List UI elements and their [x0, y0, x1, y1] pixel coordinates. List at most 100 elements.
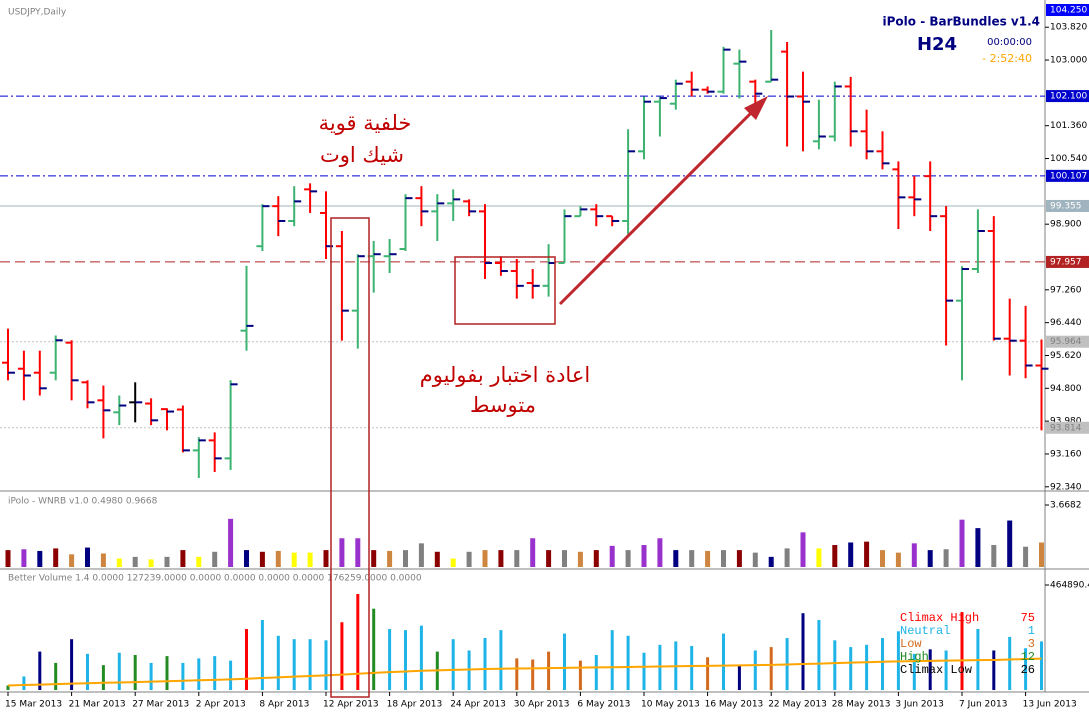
level-label-box [1046, 4, 1089, 17]
bar [323, 550, 329, 567]
bar [959, 519, 965, 567]
bar [657, 538, 663, 567]
bar [547, 651, 551, 690]
bar [736, 550, 742, 567]
bar [1008, 636, 1012, 690]
arrow-head [744, 96, 768, 120]
bar [181, 662, 185, 690]
bar [117, 652, 121, 690]
bar [164, 556, 170, 567]
bar [992, 650, 996, 690]
bar [291, 552, 297, 567]
bar [546, 550, 552, 567]
y-tick-label: 464890.4 [1050, 581, 1089, 591]
bar [22, 676, 26, 690]
bar [132, 556, 138, 567]
bar [212, 551, 218, 567]
y-tick-label: 96.440 [1050, 318, 1082, 328]
level-label: 97.957 [1050, 257, 1082, 267]
bar [563, 633, 566, 690]
bar [577, 551, 583, 567]
level-label-box [1046, 421, 1089, 434]
x-tick-label: 3 Jun 2013 [895, 700, 943, 710]
legend-label: Low [900, 637, 922, 651]
level-label-box [1046, 335, 1089, 348]
marks: 92.340 93.160 93.980 94.800 95.620 96.440 97.2… [0, 4, 1089, 710]
bar [801, 613, 805, 690]
bar [451, 639, 455, 690]
arrow [558, 110, 754, 306]
bar [340, 622, 344, 690]
bar [100, 553, 106, 567]
bar [276, 635, 280, 690]
bar [355, 538, 361, 567]
x-tick-label: 10 May 2013 [641, 700, 700, 710]
annotation: متوسط [470, 393, 536, 417]
bar [1024, 648, 1028, 690]
bar [530, 538, 536, 567]
bar [689, 550, 695, 567]
legend-label: High [900, 650, 929, 664]
x-tick-label: 18 Apr 2013 [387, 700, 443, 710]
y-tick-label: 98.900 [1050, 220, 1082, 230]
timer: 00:00:00 [987, 37, 1032, 48]
bar [403, 550, 408, 567]
bar [833, 640, 837, 690]
bar [38, 651, 42, 690]
annotation: خلفية قوية [319, 111, 412, 135]
y-tick-label: 95.620 [1050, 351, 1082, 361]
y-tick-label: 97.260 [1050, 285, 1082, 295]
x-tick-label: 12 Apr 2013 [323, 700, 379, 710]
bar [434, 551, 440, 567]
bar [356, 594, 360, 690]
bar [69, 554, 75, 567]
bar [881, 638, 884, 690]
bar [116, 558, 122, 567]
bar [6, 685, 10, 690]
highlight-box [454, 256, 556, 325]
bar [450, 558, 456, 567]
legend-count: 75 [1021, 611, 1035, 625]
chart-title: USDJPY,Daily [8, 8, 67, 18]
legend-count: 26 [1021, 663, 1035, 677]
x-tick-label: 27 Mar 2013 [132, 700, 189, 710]
bar [339, 538, 345, 567]
annotation: شيك اوت [320, 143, 404, 167]
bar [1039, 542, 1044, 567]
bar [531, 659, 535, 690]
legend-label: Climax Low [900, 663, 973, 677]
bar [419, 625, 423, 690]
bar [578, 660, 582, 690]
bar [213, 656, 217, 690]
x-tick-label: 13 Jun 2013 [1023, 700, 1077, 710]
x-tick-label: 30 Apr 2013 [514, 700, 570, 710]
bar [371, 550, 377, 567]
level-label-box [1046, 90, 1089, 103]
bar [388, 629, 392, 690]
y-tick-label: 101.360 [1050, 121, 1087, 131]
y-tick-label: 3.6682 [1050, 501, 1082, 511]
annotation: اعادة اختبار بفوليوم [420, 363, 590, 387]
bar [228, 518, 234, 567]
bar [515, 658, 519, 690]
bar [180, 550, 186, 567]
bar [324, 640, 328, 690]
bar [1023, 546, 1029, 567]
x-tick-label: 24 Apr 2013 [450, 700, 506, 710]
timeframe: H24 [917, 34, 957, 55]
bar [690, 645, 694, 690]
bar [483, 638, 487, 690]
bar [849, 647, 853, 690]
legend-count: 1 [1028, 624, 1035, 638]
bar [259, 551, 265, 567]
bar [1007, 520, 1013, 567]
bar [800, 532, 806, 567]
bar [37, 550, 43, 567]
level-label: 99.355 [1050, 201, 1082, 211]
bar [912, 653, 916, 690]
bar [768, 556, 774, 567]
bar [372, 608, 376, 690]
bar [101, 665, 105, 690]
bar [593, 550, 599, 567]
